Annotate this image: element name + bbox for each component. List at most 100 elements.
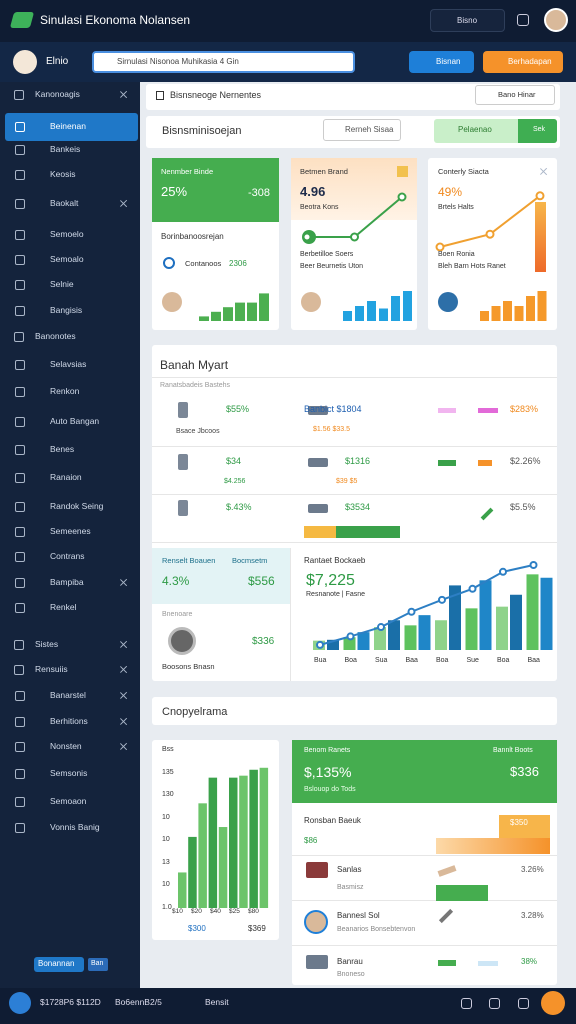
row-value: $1316 [345, 455, 371, 466]
nav-item[interactable]: Auto Bangan [50, 416, 100, 427]
nav-item[interactable]: Semoelo [50, 229, 84, 240]
button[interactable] [518, 119, 557, 143]
button-label[interactable]: Pelaenao [458, 124, 492, 134]
nav-pill[interactable] [34, 957, 84, 972]
menu-dropdown[interactable] [430, 9, 505, 32]
close-icon[interactable] [120, 91, 128, 99]
dropdown[interactable] [475, 85, 555, 105]
nav-item[interactable]: Randok Seing [50, 501, 104, 512]
nav-item[interactable]: Berhitions [50, 716, 88, 727]
button-label[interactable]: Berhadapan [508, 56, 552, 66]
chat-icon[interactable] [517, 14, 529, 26]
card-delta: -308 [248, 186, 271, 199]
row-sub: $39 $5 [336, 478, 358, 486]
progress [304, 526, 336, 538]
button[interactable] [409, 51, 474, 73]
close-icon[interactable] [120, 743, 128, 751]
fab [541, 991, 565, 1015]
row-icon [306, 955, 328, 969]
nav-item[interactable]: Semoaon [50, 796, 87, 807]
nav-item[interactable]: Contrans [50, 551, 85, 562]
close-icon[interactable] [120, 579, 128, 587]
icon [156, 91, 164, 100]
row-label: Banrau [337, 956, 363, 966]
avatar [438, 292, 458, 312]
card-note: Bleh Barn Hots Ranet [438, 263, 506, 271]
search-box[interactable] [92, 51, 355, 73]
row-icon [306, 862, 328, 878]
button[interactable] [483, 51, 563, 73]
panel-title: Cnopyelrama [162, 705, 228, 718]
pill [478, 961, 498, 966]
nav-item[interactable]: Bangisis [50, 305, 83, 316]
x-label: $10 [172, 907, 183, 915]
card-note: Boen Ronia [438, 251, 475, 259]
y-label: 13 [162, 858, 170, 866]
stat-label: Contanoos [185, 258, 222, 268]
y-label: Bss [162, 746, 174, 754]
close-icon[interactable] [120, 666, 128, 674]
nav-item[interactable]: Bampiba [50, 577, 84, 588]
menu-label[interactable]: Bisno [457, 15, 478, 25]
panel [152, 697, 557, 725]
x-tick-label: Baa [527, 657, 540, 665]
nav-icon [15, 306, 25, 316]
nav-item[interactable]: Sistes [35, 639, 59, 650]
nav-item[interactable]: Nonsten [50, 741, 82, 752]
chart-footer: $300 [188, 923, 206, 933]
badge [88, 958, 108, 971]
nav-item[interactable]: Rensuiis [35, 664, 68, 675]
icon [397, 166, 408, 177]
nav-item[interactable]: Semeenes [50, 526, 91, 537]
button-label[interactable]: Bisnan [436, 56, 461, 66]
nav-item[interactable]: Kanonoagis [35, 89, 80, 100]
card-header [152, 158, 279, 222]
nav-item[interactable]: Semsonis [50, 768, 88, 779]
close-icon[interactable] [120, 718, 128, 726]
footer-icon[interactable] [518, 998, 529, 1009]
nav-item[interactable]: Vonnis Banig [50, 822, 100, 833]
nav-item[interactable]: Renkon [50, 386, 80, 397]
nav-item[interactable]: Bankeis [50, 144, 81, 155]
x-tick-label: Boa [497, 657, 510, 665]
nav-icon [15, 578, 25, 588]
search-text[interactable]: Rerneh Sisaa [345, 124, 394, 134]
nav-item[interactable]: Semoalo [50, 254, 84, 265]
summary-caption: Boosons Bnasn [162, 661, 215, 671]
x-tick-label: Sue [466, 657, 479, 665]
nav-icon [15, 360, 25, 370]
footer-icon[interactable] [489, 998, 500, 1009]
dropdown-label[interactable]: Bano Hinar [498, 89, 536, 99]
nav-item[interactable]: Keosis [50, 169, 76, 180]
footer-icon[interactable] [461, 998, 472, 1009]
close-icon[interactable] [120, 200, 128, 208]
row-icon [178, 454, 188, 470]
summary-title: Renselt Boauen [162, 555, 216, 565]
close-icon[interactable] [120, 692, 128, 700]
nav-icon [14, 665, 24, 675]
nav-icon [15, 603, 25, 613]
close-icon[interactable] [540, 168, 548, 176]
nav-item[interactable]: Baokalt [50, 198, 79, 209]
nav-item[interactable]: Selnie [50, 279, 74, 290]
nav-item[interactable]: Bonannan [38, 958, 75, 968]
close-icon[interactable] [120, 641, 128, 649]
nav-icon [14, 90, 24, 100]
nav-item[interactable]: Banarstel [50, 690, 86, 701]
avatar [544, 8, 568, 32]
app-title: Sinulasi Ekonoma Nolansen [40, 12, 191, 27]
footer-text: $1728P6 $112D [40, 997, 101, 1008]
user-name: Elnio [46, 56, 69, 68]
row-icon [308, 504, 328, 513]
panel-title: Bisnsminisoejan [162, 124, 242, 137]
search-box[interactable] [323, 119, 401, 141]
nav-item[interactable]: Benes [50, 444, 75, 455]
nav-item[interactable]: Renkel [50, 602, 77, 613]
nav-item[interactable]: Selavsias [50, 359, 87, 370]
nav-item[interactable]: Ranaion [50, 472, 82, 483]
nav-item[interactable]: Beinenan [50, 121, 86, 132]
nav-item[interactable]: Banonotes [35, 331, 76, 342]
search-text[interactable]: Sirnulasi Nisonoa Muhikasia 4 Gin [117, 56, 239, 66]
button-label[interactable]: Sek [533, 126, 546, 134]
y-label: 10 [162, 813, 170, 821]
